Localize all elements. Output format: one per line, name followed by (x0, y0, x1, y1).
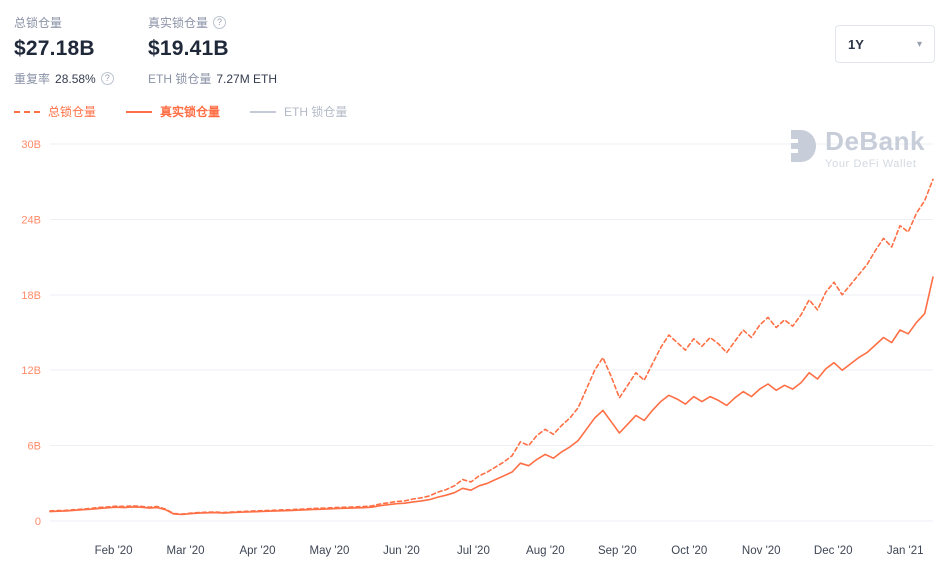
real-tvl-line (49, 276, 934, 516)
time-range-dropdown[interactable]: 1Y ▾ (835, 25, 935, 63)
x-axis-tick-label: Jul '20 (457, 545, 490, 557)
eth-locked-label: ETH 锁仓量 (148, 72, 212, 86)
legend-label: ETH 锁仓量 (284, 105, 348, 119)
y-axis-tick-label: 24B (21, 214, 41, 226)
help-icon[interactable]: ? (100, 72, 114, 85)
x-axis-tick-label: Jun '20 (383, 545, 420, 557)
legend-label: 总锁仓量 (48, 105, 97, 119)
y-axis-tick-label: 30B (21, 139, 41, 151)
legend-item-eth-locked[interactable]: ETH 锁仓量 (250, 103, 347, 120)
x-axis-tick-label: Oct '20 (671, 545, 707, 557)
y-axis-tick-label: 18B (21, 290, 41, 302)
x-axis-tick-label: Dec '20 (814, 545, 853, 557)
duplication-label: 重复率 (14, 72, 51, 86)
eth-locked: ETH 锁仓量 7.27M ETH (148, 70, 277, 87)
x-axis-tick-label: Mar '20 (167, 545, 205, 557)
chart-legend: 总锁仓量 真实锁仓量 ETH 锁仓量 (0, 103, 949, 120)
y-axis-tick-label: 6B (28, 441, 41, 453)
dashed-line-swatch (14, 110, 40, 113)
stat-total-tvl: 总锁仓量 $27.18B 重复率 28.58% ? (14, 14, 126, 87)
tvl-line-chart[interactable]: 0 6B 12B 18B 24B 30B Feb '20 Mar '20 Apr '20 May … (0, 120, 949, 571)
chart-area: DeBank Your DeFi Wallet 0 6B 12B 18B 24B 30B F… (0, 120, 949, 571)
total-tvl-label: 总锁仓量 (14, 16, 63, 30)
y-axis-tick-label: 12B (21, 365, 41, 377)
header: 总锁仓量 $27.18B 重复率 28.58% ? 真实锁仓量 ? $19.41… (0, 0, 949, 87)
duplication-value: 28.58% (55, 71, 96, 86)
eth-locked-value: 7.27M ETH (216, 71, 278, 86)
gray-line-swatch (250, 110, 277, 113)
x-axis-tick-label: Nov '20 (742, 545, 781, 557)
stat-real-tvl: 真实锁仓量 ? $19.41B ETH 锁仓量 7.27M ETH (148, 14, 277, 87)
time-range-value: 1Y (848, 36, 864, 52)
x-axis-tick-label: Sep '20 (598, 545, 637, 557)
real-tvl-label-row: 真实锁仓量 ? (148, 14, 277, 31)
help-icon[interactable]: ? (213, 16, 227, 29)
legend-label: 真实锁仓量 (160, 105, 221, 119)
y-axis-tick-label: 0 (35, 516, 41, 528)
real-tvl-label: 真实锁仓量 (148, 16, 209, 30)
chevron-down-icon: ▾ (916, 38, 922, 50)
legend-item-total-tvl[interactable]: 总锁仓量 (14, 103, 96, 120)
x-axis-tick-label: Apr '20 (239, 545, 275, 557)
real-tvl-value: $19.41B (148, 37, 229, 60)
total-tvl-value: $27.18B (14, 37, 95, 60)
legend-item-real-tvl[interactable]: 真实锁仓量 (126, 103, 220, 120)
x-axis-tick-label: Jan '21 (887, 545, 924, 557)
x-axis-tick-label: May '20 (310, 545, 350, 557)
x-axis-tick-label: Aug '20 (526, 545, 565, 557)
duplication-rate: 重复率 28.58% ? (14, 70, 126, 87)
x-axis-tick-label: Feb '20 (95, 545, 133, 557)
total-tvl-line (49, 178, 934, 515)
solid-line-swatch (126, 110, 153, 113)
